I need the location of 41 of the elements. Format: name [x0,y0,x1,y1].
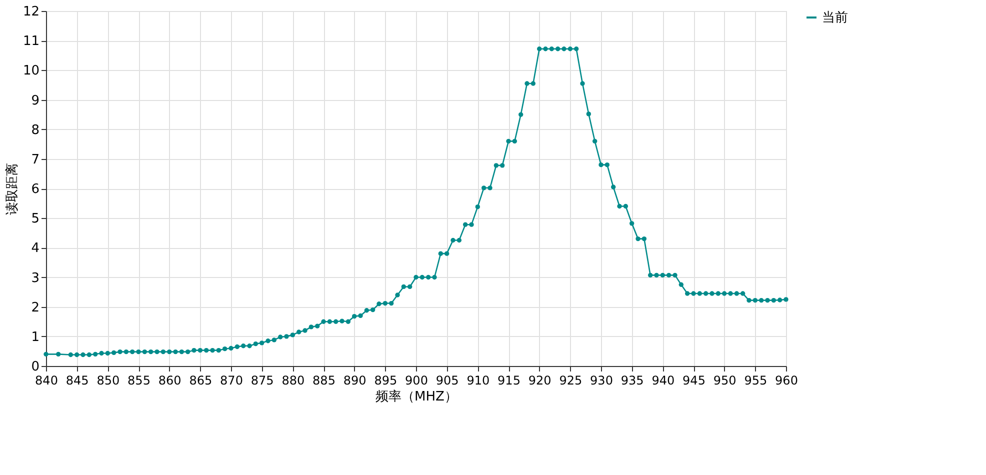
x-tick-label: 870 [220,374,243,388]
y-tick-label: 5 [31,212,40,227]
y-tick-label: 11 [22,34,40,50]
x-tick-label: 860 [158,374,182,388]
y-tick-label: 0 [31,360,40,374]
x-tick-label: 855 [128,374,150,388]
y-tick-label: 12 [22,4,40,20]
x-tick-label: 955 [744,374,768,388]
y-tick-label: 1 [31,330,40,345]
x-axis-title: 频率（MHZ） [376,388,458,404]
y-axis-title: 读取距离 [4,163,20,215]
x-tick-label: 915 [498,374,520,388]
x-tick-label: 930 [590,374,613,388]
x-tick-label: 905 [436,374,459,388]
x-tick-label: 840 [35,374,58,388]
y-tick-label: 9 [31,93,40,108]
x-tick-label: 890 [343,374,366,388]
y-tick-label: 4 [31,241,40,256]
x-tick-label: 910 [466,374,490,388]
x-tick-label: 900 [405,374,428,388]
y-tick-label: 3 [31,270,40,286]
y-tick-label: 10 [22,64,40,79]
x-tick-label: 850 [96,374,120,388]
x-tick-label: 865 [189,374,212,388]
x-tick-label: 885 [312,374,336,388]
x-tick-label: 960 [775,374,798,388]
x-tick-label: 845 [66,374,89,388]
x-tick-label: 935 [620,374,644,388]
legend-label: 当前 [822,10,848,26]
x-tick-label: 875 [250,374,274,388]
x-tick-label: 950 [713,374,736,388]
x-tick-label: 895 [374,374,398,388]
y-tick-label: 6 [31,182,40,197]
y-tick-label: 2 [31,300,40,316]
y-tick-label: 8 [31,122,40,138]
x-tick-label: 940 [652,374,675,388]
x-tick-label: 880 [282,374,305,388]
x-tick-label: 925 [559,374,582,388]
x-tick-label: 920 [528,374,552,388]
x-tick-label: 945 [682,374,706,388]
y-tick-label: 7 [31,152,40,168]
